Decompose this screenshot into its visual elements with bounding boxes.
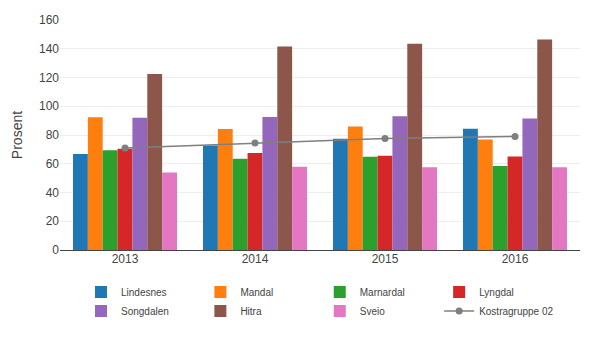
svg-text:Sveio: Sveio bbox=[360, 306, 385, 317]
svg-text:2013: 2013 bbox=[112, 252, 139, 266]
svg-text:Kostragruppe 02: Kostragruppe 02 bbox=[479, 306, 553, 317]
svg-text:2015: 2015 bbox=[372, 252, 399, 266]
svg-text:20: 20 bbox=[46, 214, 60, 228]
svg-text:Prosent: Prosent bbox=[9, 111, 25, 159]
svg-text:60: 60 bbox=[46, 157, 60, 171]
svg-text:Lyngdal: Lyngdal bbox=[479, 287, 514, 298]
svg-text:140: 140 bbox=[39, 42, 59, 56]
svg-text:Marnardal: Marnardal bbox=[360, 287, 405, 298]
svg-text:120: 120 bbox=[39, 71, 59, 85]
svg-text:0: 0 bbox=[52, 243, 59, 257]
svg-text:100: 100 bbox=[39, 99, 59, 113]
svg-text:Mandal: Mandal bbox=[240, 287, 273, 298]
svg-text:Songdalen: Songdalen bbox=[121, 306, 169, 317]
svg-text:Hitra: Hitra bbox=[240, 306, 262, 317]
svg-text:80: 80 bbox=[46, 128, 60, 142]
svg-text:2014: 2014 bbox=[242, 252, 269, 266]
svg-text:2016: 2016 bbox=[502, 252, 529, 266]
svg-text:40: 40 bbox=[46, 186, 60, 200]
svg-text:Lindesnes: Lindesnes bbox=[121, 287, 167, 298]
svg-text:160: 160 bbox=[39, 13, 59, 27]
